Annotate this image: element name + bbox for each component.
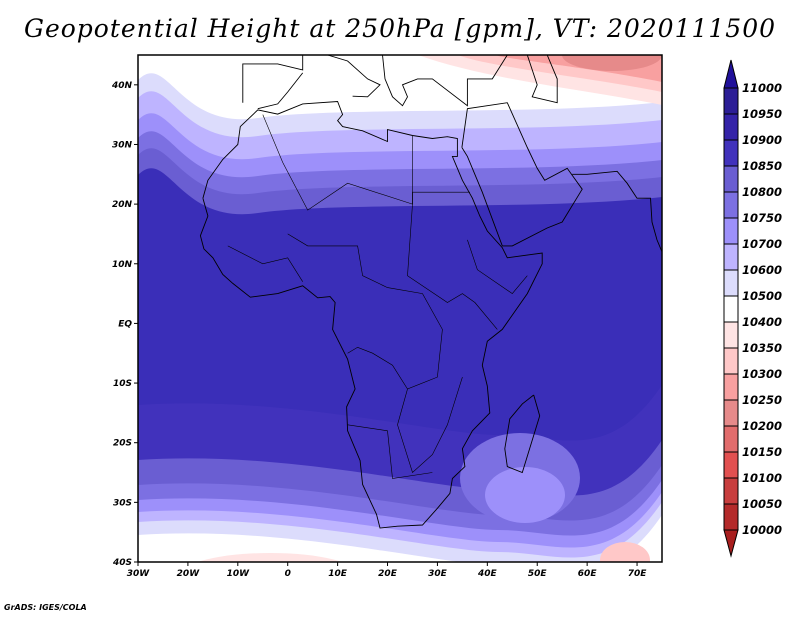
colorbar-label: 10850: [742, 159, 782, 173]
lon-tick-label: 70E: [628, 569, 648, 579]
colorbar-label: 10150: [742, 445, 782, 459]
colorbar-swatch: [723, 373, 739, 401]
colorbar-swatch: [723, 139, 739, 167]
colorbar-label: 10800: [742, 185, 782, 199]
colorbar-label: 10600: [742, 263, 782, 277]
colorbar-swatch: [723, 503, 739, 531]
colorbar-swatch: [723, 87, 739, 115]
lat-tick-label: 30S: [113, 498, 132, 508]
colorbar-swatch: [723, 191, 739, 219]
lat-tick-label: 20N: [112, 200, 133, 210]
lon-tick-label: 10W: [227, 569, 251, 579]
colorbar-swatch: [723, 295, 739, 323]
colorbar-label: 10300: [742, 367, 782, 381]
colorbar-label: 10950: [742, 107, 782, 121]
colorbar-swatch: [723, 217, 739, 245]
lon-tick-label: 30W: [127, 569, 151, 579]
lat-tick-label: 20S: [113, 439, 132, 449]
coastline: [461, 102, 583, 247]
contour-band: [485, 467, 565, 523]
country-border: [287, 233, 463, 474]
colorbar-swatch: [723, 477, 739, 505]
colorbar-swatch: [723, 321, 739, 349]
axes: 30W 20W 10W 0 10E 20E 30E 40E 50E 60E 70E 40N 30N 20N…: [111, 81, 647, 579]
colorbar-swatch: [723, 113, 739, 141]
lat-tick-label: 40N: [111, 81, 133, 91]
contour-band: [562, 55, 662, 71]
lon-tick-label: 20E: [378, 569, 398, 579]
lon-tick-label: 30E: [428, 569, 448, 579]
contour-band: [600, 542, 650, 562]
colorbar-swatch: [723, 425, 739, 453]
lat-tick-label: 40S: [112, 558, 132, 568]
colorbar-swatch: [723, 347, 739, 375]
coastline: [382, 55, 508, 107]
lon-tick-label: 60E: [578, 569, 598, 579]
colorbar-swatch: [723, 399, 739, 427]
colorbar-swatch: [723, 165, 739, 193]
colorbar-label: 10750: [742, 211, 782, 225]
colorbar-above-triangle: [723, 59, 739, 89]
lat-tick-label: 10N: [112, 260, 133, 270]
coastline: [327, 55, 381, 98]
country-border: [347, 424, 433, 479]
coastline: [526, 55, 558, 104]
colorbar-label: 10700: [742, 237, 782, 251]
colorbar-label: 10050: [742, 497, 782, 511]
colorbar-label: 11000: [742, 81, 782, 95]
colorbar-label: 10400: [742, 315, 782, 329]
contour-band: [138, 515, 662, 562]
colorbar-label: 10000: [742, 523, 782, 537]
colorbar-swatch: [723, 269, 739, 297]
country-border: [467, 239, 528, 295]
country-border: [227, 245, 303, 282]
colorbar-swatch: [723, 451, 739, 479]
colorbar-label: 10200: [742, 419, 782, 433]
lon-tick-label: 40E: [477, 569, 498, 579]
coastline: [257, 72, 304, 110]
country-border: [407, 135, 498, 330]
height-field: [138, 55, 662, 562]
colorbar-swatch: [723, 243, 739, 271]
colorbar-label: 10250: [742, 393, 782, 407]
colorbar-label: 10500: [742, 289, 782, 303]
colorbar: 11000 10950 10900 10850 10800 10750 10700 10600…: [723, 59, 782, 558]
colorbar-label: 10900: [742, 133, 782, 147]
colorbar-below-triangle: [723, 529, 739, 558]
lat-tick-label: 10S: [113, 379, 132, 389]
lon-tick-label: 50E: [528, 569, 548, 579]
coastline: [199, 101, 543, 529]
coastline: [242, 55, 304, 103]
lat-tick-label: EQ: [118, 319, 132, 329]
colorbar-label: 10100: [742, 471, 782, 485]
colorbar-label: 10350: [742, 341, 782, 355]
credit-label: GrADS: IGES/COLA: [4, 603, 87, 612]
lon-tick-label: 10E: [328, 569, 348, 579]
lon-tick-label: 20W: [177, 569, 201, 579]
coastline: [504, 394, 541, 474]
contour-band: [197, 553, 343, 562]
coastlines: [199, 55, 662, 529]
map-frame: [137, 54, 663, 563]
plot-title: Geopotential Height at 250hPa [gpm], VT:…: [23, 14, 777, 43]
lat-tick-label: 30N: [112, 140, 133, 150]
lon-tick-label: 0: [285, 569, 291, 579]
country-border: [347, 346, 408, 390]
coastline: [572, 170, 662, 252]
